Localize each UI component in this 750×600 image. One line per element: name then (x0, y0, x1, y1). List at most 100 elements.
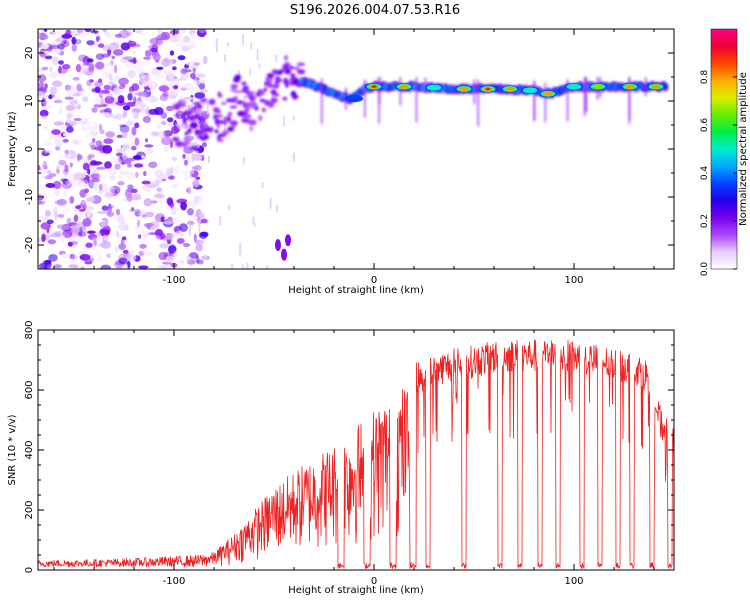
noise-speck (153, 193, 165, 199)
track-chunk (296, 62, 306, 66)
track-chunk (213, 114, 217, 118)
spectrogram-noise-speckle (38, 29, 295, 269)
track-chunk (183, 142, 188, 149)
noise-speck (114, 163, 121, 170)
noise-speck (93, 182, 99, 191)
track-chunk (203, 115, 208, 119)
noise-speck (171, 206, 177, 216)
noise-speck (58, 65, 62, 74)
noise-speck (175, 230, 185, 237)
noise-speck (168, 175, 175, 180)
noise-speck (143, 170, 147, 177)
noise-speck (111, 204, 115, 209)
blob-level (625, 84, 635, 89)
noise-speck (116, 148, 126, 153)
noise-speck (44, 83, 48, 89)
track-chunk (227, 112, 233, 116)
noise-speck (183, 96, 195, 101)
noise-speck (196, 259, 204, 265)
noise-streak (242, 264, 245, 269)
noise-streak (264, 81, 267, 92)
snr-y-tick-label: 200 (24, 500, 35, 519)
noise-speck (168, 245, 177, 254)
noise-speck (194, 109, 204, 115)
noise-speck (144, 144, 154, 148)
noise-speck (100, 96, 104, 105)
noise-speck (192, 67, 196, 74)
track-chunk (282, 97, 288, 101)
noise-speck (141, 180, 151, 185)
noise-streak (248, 68, 251, 76)
noise-streak (256, 49, 259, 61)
noise-speck (118, 257, 128, 265)
noise-speck (38, 32, 47, 41)
figure-title: S196.2026.004.07.53.R16 (290, 3, 460, 18)
noise-speck (150, 96, 160, 103)
noise-streak (258, 63, 261, 69)
noise-speck (170, 166, 174, 174)
noise-speck (163, 220, 174, 225)
noise-speck (121, 236, 127, 241)
noise-speck (42, 50, 52, 54)
noise-speck (66, 154, 72, 158)
noise-speck (82, 218, 92, 227)
noise-speck (195, 176, 201, 180)
noise-speck (84, 29, 92, 33)
noise-speck (167, 233, 173, 240)
noise-speck (48, 71, 59, 79)
noise-speck (98, 123, 103, 131)
noise-speck (79, 126, 89, 131)
noise-speck (194, 239, 204, 245)
noise-speck (174, 78, 184, 81)
noise-speck (103, 236, 110, 241)
noise-speck (76, 38, 81, 45)
noise-speck (166, 197, 174, 206)
track-chunk (272, 69, 277, 73)
noise-speck (42, 199, 47, 203)
noise-speck (94, 170, 103, 175)
spectrogram-x-tick-label: 100 (564, 275, 583, 286)
noise-speck (76, 139, 83, 144)
noise-speck (79, 254, 91, 261)
noise-speck (95, 140, 102, 147)
noise-speck (157, 29, 162, 35)
noise-speck (171, 125, 179, 135)
noise-speck (58, 29, 64, 32)
noise-speck (164, 77, 173, 83)
track-chunk (234, 90, 243, 94)
noise-speck (45, 209, 51, 217)
noise-speck (180, 40, 184, 49)
noise-speck (78, 251, 85, 255)
blob-level (426, 84, 442, 91)
noise-speck (199, 231, 209, 237)
noise-speck (169, 50, 175, 56)
track-chunk (241, 89, 248, 93)
noise-speck (87, 58, 94, 63)
noise-speck (77, 29, 84, 33)
track-chunk (221, 130, 230, 135)
track-chunk (189, 122, 198, 129)
noise-speck (186, 45, 195, 49)
noise-speck (83, 64, 88, 71)
noise-speck (89, 161, 100, 167)
snr-y-tick-label: 800 (24, 320, 35, 339)
noise-speck (189, 38, 197, 47)
noise-speck (57, 67, 68, 74)
noise-speck (191, 153, 203, 161)
track-chunk (261, 107, 266, 113)
noise-speck (71, 235, 83, 243)
noise-speck (146, 169, 152, 174)
noise-streak (275, 54, 278, 63)
noise-speck (102, 29, 107, 33)
noise-streak (243, 96, 246, 109)
noise-speck (76, 83, 82, 92)
noise-speck (179, 223, 188, 233)
noise-speck (59, 234, 66, 242)
low-branch-mark (275, 239, 281, 251)
noise-speck (91, 178, 100, 183)
track-chunk (288, 66, 296, 70)
noise-speck (157, 173, 168, 180)
noise-speck (67, 242, 73, 247)
noise-speck (155, 38, 163, 46)
noise-speck (121, 152, 128, 160)
